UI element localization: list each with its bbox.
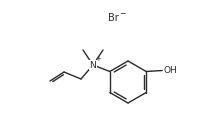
Text: +: + (96, 56, 102, 62)
Text: −: − (119, 9, 125, 18)
Text: Br: Br (108, 13, 119, 23)
Text: OH: OH (163, 66, 177, 75)
Text: N: N (90, 60, 96, 69)
